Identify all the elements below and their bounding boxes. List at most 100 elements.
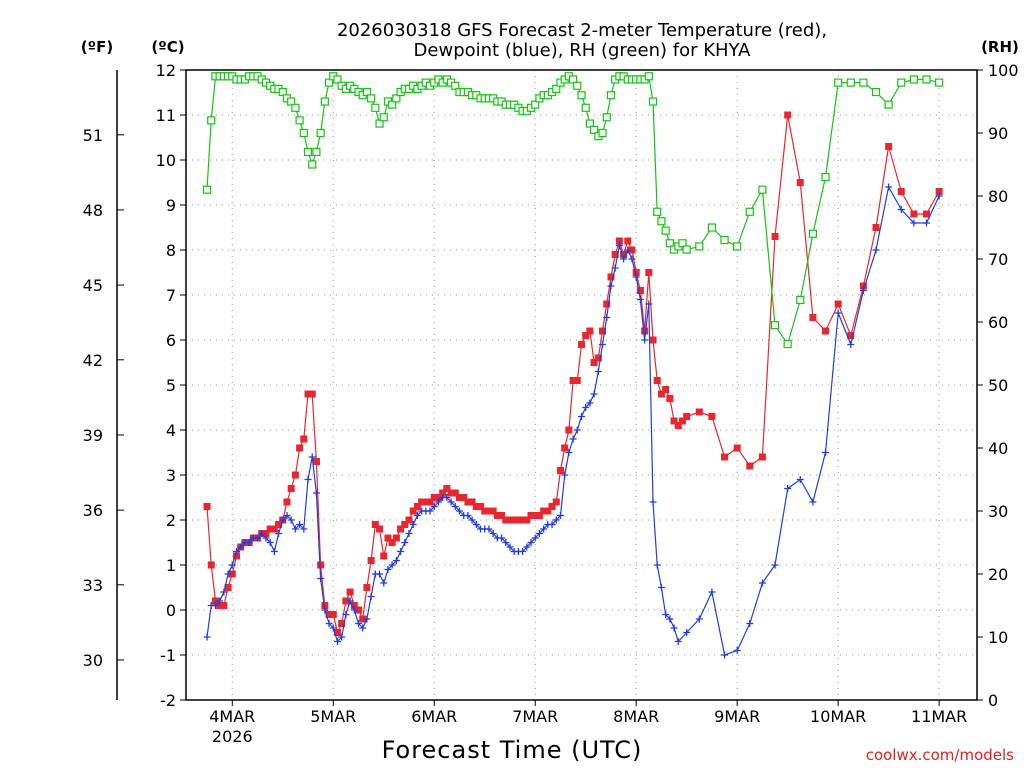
rh-point (821, 173, 830, 182)
dewpoint-point (333, 638, 341, 645)
temperature-point (287, 485, 295, 492)
dewpoint-point (451, 503, 459, 510)
celsius-tick-label: 1 (166, 556, 176, 575)
temperature-point (636, 287, 644, 294)
temperature-point (355, 606, 363, 614)
rh-point (661, 226, 670, 235)
dewpoint-point (296, 521, 304, 528)
temperature-point (796, 179, 804, 186)
dewpoint-point (254, 534, 262, 542)
temperature-point (333, 629, 341, 636)
temperature-point (485, 507, 493, 515)
dewpoint-point (443, 494, 451, 501)
rh-point (577, 91, 586, 100)
temperature-point (228, 570, 236, 578)
temperature-point (283, 498, 291, 506)
temperature-point (809, 314, 817, 321)
rh-point (320, 97, 329, 106)
dewpoint-point (397, 548, 405, 555)
dewpoint-point (367, 593, 375, 600)
dewpoint-point (565, 449, 573, 456)
temperature-point (582, 332, 590, 339)
temperature-point (455, 494, 463, 501)
dewpoint-point (216, 597, 224, 605)
rh-point (451, 81, 460, 90)
rh-point (859, 78, 868, 87)
dewpoint-point (392, 557, 400, 564)
rh-point (707, 223, 717, 232)
celsius-tick-label: 4 (166, 421, 176, 440)
temperature-point (232, 552, 240, 560)
dewpoint-point (312, 489, 320, 497)
temperature-point (556, 467, 564, 474)
dewpoint-point (897, 206, 905, 213)
temperature-point (552, 498, 560, 506)
rh-point (291, 103, 300, 112)
temperature-point (666, 395, 674, 402)
date-tick-label: 11MAR (911, 707, 967, 726)
celsius-tick-label: 2 (166, 511, 176, 530)
temperature-point (388, 539, 396, 546)
rh-tick-label: 30 (988, 502, 1008, 521)
temperature-point (207, 561, 215, 569)
date-tick-label: 7MAR (512, 707, 558, 726)
dewpoint-point (279, 516, 287, 524)
rh-point (720, 236, 729, 245)
temperature-point (468, 498, 476, 506)
dewpoint-point (641, 336, 649, 344)
dewpoint-point (275, 530, 283, 537)
temperature-point (312, 458, 320, 465)
rh-tick-label: 70 (988, 250, 1008, 269)
dewpoint-point (556, 512, 564, 519)
dewpoint-point (220, 588, 228, 596)
rh-point (531, 100, 540, 109)
dewpoint-point (401, 539, 409, 546)
rh-point (602, 113, 611, 122)
rh-point (303, 147, 313, 156)
dewpoint-point (224, 570, 232, 578)
rh-point (316, 128, 325, 138)
temperature-point (376, 525, 384, 533)
rh-point (585, 119, 595, 128)
temperature-point (733, 444, 741, 452)
temperature-point (527, 512, 535, 519)
temperature-point (405, 516, 413, 524)
celsius-tick-label: 9 (166, 196, 176, 215)
dewpoint-point (561, 471, 569, 479)
temperature-point (498, 512, 506, 519)
celsius-axis-unit: (ºC) (151, 38, 184, 56)
temperature-point (885, 143, 893, 150)
temperature-point (220, 602, 228, 609)
dewpoint-point (573, 426, 581, 434)
temperature-point (317, 561, 325, 569)
dewpoint-point (430, 503, 438, 510)
temperature-point (599, 327, 607, 335)
temperature-point (822, 327, 830, 335)
temperature-point (502, 516, 510, 524)
rh-point (922, 75, 931, 84)
rh-point (581, 103, 590, 112)
rh-tick-label: 80 (988, 187, 1008, 206)
dewpoint-point (409, 521, 417, 528)
temperature-point (472, 503, 480, 510)
date-tick-label: 6MAR (411, 707, 457, 726)
temperature-point (523, 516, 531, 524)
temperature-point (203, 503, 211, 510)
dewpoint-point (338, 633, 346, 641)
dewpoint-point (350, 606, 358, 614)
dewpoint-point (872, 246, 880, 254)
temperature-point (506, 516, 514, 524)
dewpoint-point (746, 620, 754, 627)
temperature-point (346, 588, 354, 596)
dewpoint-point (708, 588, 716, 596)
temperature-point (859, 282, 867, 290)
chart-title-line1: 2026030318 GFS Forecast 2-meter Temperat… (337, 20, 827, 41)
rh-point (573, 81, 582, 90)
dewpoint-point (237, 543, 245, 551)
dewpoint-point (624, 246, 632, 254)
temperature-point (649, 336, 657, 344)
temperature-point (430, 494, 438, 501)
celsius-tick-label: 3 (166, 466, 176, 485)
dewpoint-point (434, 498, 442, 506)
dewpoint-point (270, 548, 278, 555)
